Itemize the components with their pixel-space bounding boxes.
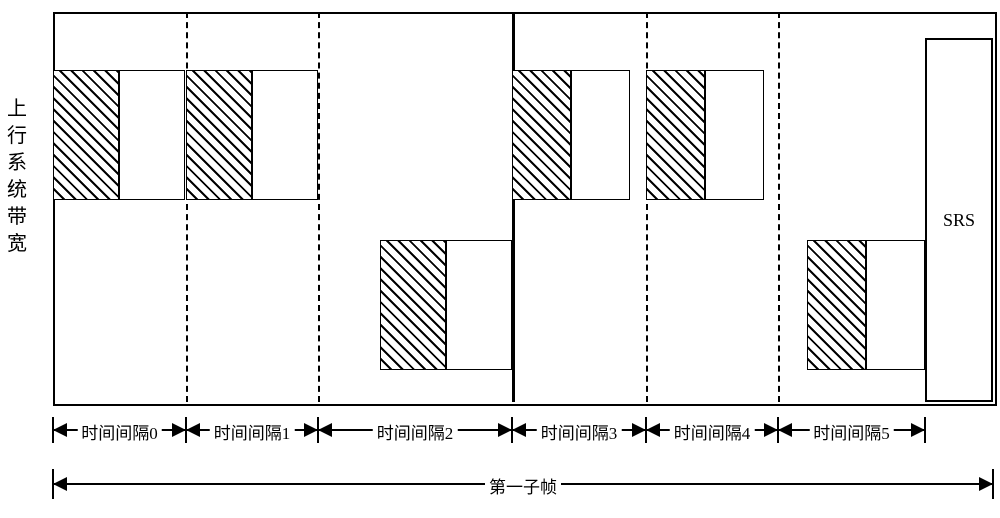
diagram-root: 上行系统带宽 SRS 时间间隔0 时间间隔1 时间间隔2 时间间隔3 时间间隔4 时间间隔… <box>0 0 1000 518</box>
arrow-left-icon <box>318 423 332 437</box>
arrow-left-icon <box>778 423 792 437</box>
arrow-left-icon <box>53 477 67 491</box>
arrow-left-icon <box>646 423 660 437</box>
y-axis-label: 上行系统带宽 <box>6 96 28 258</box>
srs-label: SRS <box>943 210 975 231</box>
arrow-left-icon <box>53 423 67 437</box>
half1-int1-blank <box>252 70 318 200</box>
srs-region: SRS <box>925 38 993 402</box>
half1-int2-hatched <box>380 240 446 370</box>
arrow-right-icon <box>911 423 925 437</box>
arrow-right-icon <box>632 423 646 437</box>
interval-label-3: 时间间隔3 <box>537 419 622 444</box>
half1-int0-hatched <box>53 70 119 200</box>
arrow-right-icon <box>172 423 186 437</box>
interval-divider <box>318 12 320 402</box>
half2-int1-blank <box>705 70 764 200</box>
arrow-left-icon <box>512 423 526 437</box>
interval-divider <box>778 12 780 402</box>
half2-int0-hatched <box>512 70 571 200</box>
subframe-label: 第一子帧 <box>485 473 561 498</box>
half2-int2-hatched <box>807 240 866 370</box>
half2-int1-hatched <box>646 70 705 200</box>
arrow-left-icon <box>186 423 200 437</box>
interval-label-1: 时间间隔1 <box>210 419 295 444</box>
arrow-right-icon <box>979 477 993 491</box>
interval-label-2: 时间间隔2 <box>373 419 458 444</box>
half1-int1-hatched <box>186 70 252 200</box>
arrow-right-icon <box>304 423 318 437</box>
arrow-right-icon <box>498 423 512 437</box>
arrow-right-icon <box>764 423 778 437</box>
half2-int0-blank <box>571 70 630 200</box>
interval-label-5: 时间间隔5 <box>809 419 894 444</box>
half2-int2-blank <box>866 240 925 370</box>
interval-label-4: 时间间隔4 <box>670 419 755 444</box>
interval-label-0: 时间间隔0 <box>77 419 162 444</box>
half1-int2-blank <box>446 240 512 370</box>
half1-int0-blank <box>119 70 185 200</box>
